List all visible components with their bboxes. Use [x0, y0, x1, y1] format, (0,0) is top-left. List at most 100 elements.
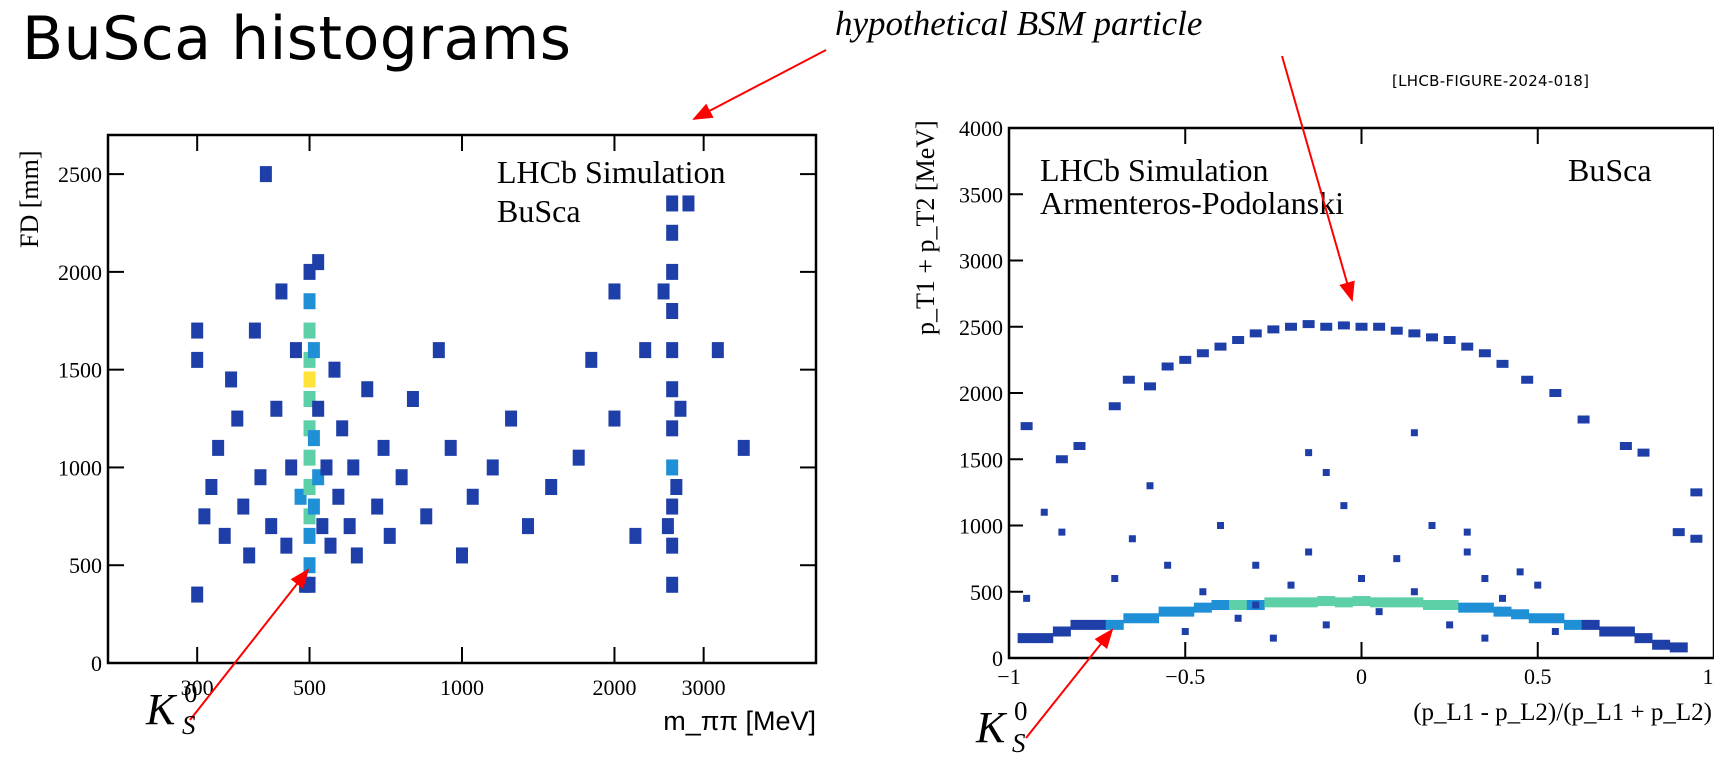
left-cell-43 — [324, 537, 337, 554]
left-cell-2 — [191, 351, 204, 368]
left-cell-9 — [237, 498, 250, 515]
right-band-cell-23 — [1423, 600, 1441, 610]
right-band-cell-28 — [1511, 609, 1530, 620]
right-scatter-cell-25 — [1499, 594, 1506, 602]
right-band-cell-26 — [1475, 602, 1494, 613]
left-cell-28 — [303, 371, 316, 388]
right-band-cell-21 — [1387, 597, 1406, 608]
left-cell-47 — [343, 518, 356, 535]
left-cell-15 — [270, 400, 283, 417]
left-cell-85 — [674, 400, 687, 417]
right-scatter-cell-24 — [1481, 575, 1489, 582]
right-y-tick-label-5: 2500 — [959, 315, 1003, 340]
right-y-tick-label-8: 4000 — [959, 116, 1003, 141]
bsm-arrow-right — [1281, 55, 1355, 302]
ks-label-right: K 0 S — [976, 696, 1028, 758]
left-x-tick-label-2: 1000 — [440, 675, 484, 700]
right-scatter-cell-5 — [1146, 482, 1154, 490]
left-cell-41 — [316, 518, 329, 535]
right-band-cell-5 — [1105, 619, 1124, 630]
right-band-cell-6 — [1123, 613, 1142, 624]
right-y-tick-label-4: 2000 — [959, 381, 1003, 406]
left-cell-79 — [666, 303, 679, 319]
left-x-tick-label-1: 500 — [293, 675, 326, 700]
right-x-axis-label: (p_L1 - p_L2)/(p_L1 + p_L2) — [1413, 699, 1712, 726]
right-band-cell-10 — [1193, 602, 1212, 613]
right-scatter-cell-17 — [1358, 575, 1365, 582]
right-arc-cell-16 — [1337, 321, 1350, 330]
left-y-axis-label: FD [mm] — [15, 151, 44, 249]
right-arc-cell-10 — [1232, 336, 1245, 344]
left-cell-60 — [466, 488, 479, 505]
right-band-cell-22 — [1405, 597, 1424, 608]
left-cell-57 — [432, 342, 445, 359]
right-scatter-cell-31 — [1410, 429, 1418, 437]
right-y-tick-label-2: 1000 — [959, 514, 1003, 539]
right-arc-cell-29 — [1619, 442, 1632, 450]
right-scatter-cell-14 — [1305, 548, 1313, 556]
left-plot-title-line1: LHCb Simulation — [497, 154, 725, 190]
right-scatter-cell-26 — [1516, 568, 1524, 576]
left-cell-1 — [191, 322, 204, 339]
left-y-tick-label-2: 1000 — [58, 455, 102, 480]
right-arc-cell-30 — [1637, 448, 1650, 457]
right-scatter-cell-33 — [1252, 601, 1260, 609]
right-arc-cell-0 — [1020, 422, 1033, 431]
right-arc-cell-9 — [1214, 342, 1227, 351]
left-cell-77 — [666, 381, 679, 398]
right-arc-cell-28 — [1577, 415, 1590, 424]
left-cell-59 — [456, 547, 468, 564]
ks-arrow-right — [1025, 628, 1114, 739]
right-band-cell-30 — [1546, 613, 1565, 624]
left-cell-3 — [198, 508, 211, 525]
right-x-tick-label-1: −0.5 — [1165, 664, 1205, 689]
left-cell-35 — [307, 498, 320, 515]
right-band-cell-4 — [1088, 619, 1107, 630]
left-cell-68 — [608, 283, 621, 300]
right-arc-cell-8 — [1196, 349, 1209, 358]
right-scatter-cell-4 — [1128, 535, 1136, 543]
right-scatter-cell-8 — [1199, 588, 1207, 596]
right-scatter-cell-3 — [1111, 575, 1119, 582]
left-cell-66 — [585, 351, 598, 368]
left-cell-18 — [285, 459, 298, 476]
left-cell-81 — [666, 224, 679, 241]
right-band-cell-18 — [1334, 597, 1353, 608]
right-y-tick-label-1: 500 — [970, 580, 1003, 605]
right-y-axis-label: p_T1 + p_T2 [MeV] — [911, 120, 940, 335]
right-band-cell-0 — [1017, 633, 1036, 644]
left-cell-45 — [332, 488, 345, 505]
left-cell-67 — [608, 410, 621, 427]
right-scatter-cell-12 — [1269, 634, 1277, 642]
right-arc-cell-5 — [1144, 382, 1156, 391]
ks-label-left: K 0 S — [146, 678, 198, 740]
right-scatter-cell-32 — [1463, 528, 1471, 536]
left-cell-58 — [444, 439, 457, 456]
right-x-tick-label-3: 0.5 — [1524, 664, 1552, 689]
left-cell-70 — [639, 342, 652, 359]
right-scatter-cell-11 — [1252, 561, 1260, 569]
left-cell-72 — [666, 576, 679, 593]
left-cell-80 — [666, 263, 679, 280]
right-arc-cell-18 — [1373, 322, 1386, 331]
right-scatter-cell-22 — [1446, 621, 1454, 629]
left-heatmap-cells — [191, 166, 750, 603]
right-scatter-cell-30 — [1322, 469, 1330, 476]
left-cell-78 — [666, 342, 679, 359]
left-cell-88 — [737, 439, 750, 456]
left-cell-75 — [666, 459, 679, 476]
left-cell-30 — [303, 322, 316, 339]
right-arc-cell-3 — [1108, 402, 1121, 411]
left-x-tick-label-4: 3000 — [682, 675, 726, 700]
right-arc-cell-17 — [1355, 322, 1368, 331]
right-y-tick-label-3: 1500 — [959, 447, 1003, 472]
left-cell-63 — [522, 518, 535, 535]
right-scatter-cell-19 — [1393, 555, 1401, 563]
right-scatter-cell-2 — [1058, 528, 1066, 536]
right-band-cell-37 — [1669, 642, 1688, 653]
right-band-cell-1 — [1035, 633, 1054, 644]
right-scatter-cell-9 — [1217, 522, 1224, 529]
left-cell-33 — [303, 557, 316, 574]
left-cell-31 — [303, 293, 316, 310]
left-y-tick-label-1: 500 — [69, 553, 102, 578]
